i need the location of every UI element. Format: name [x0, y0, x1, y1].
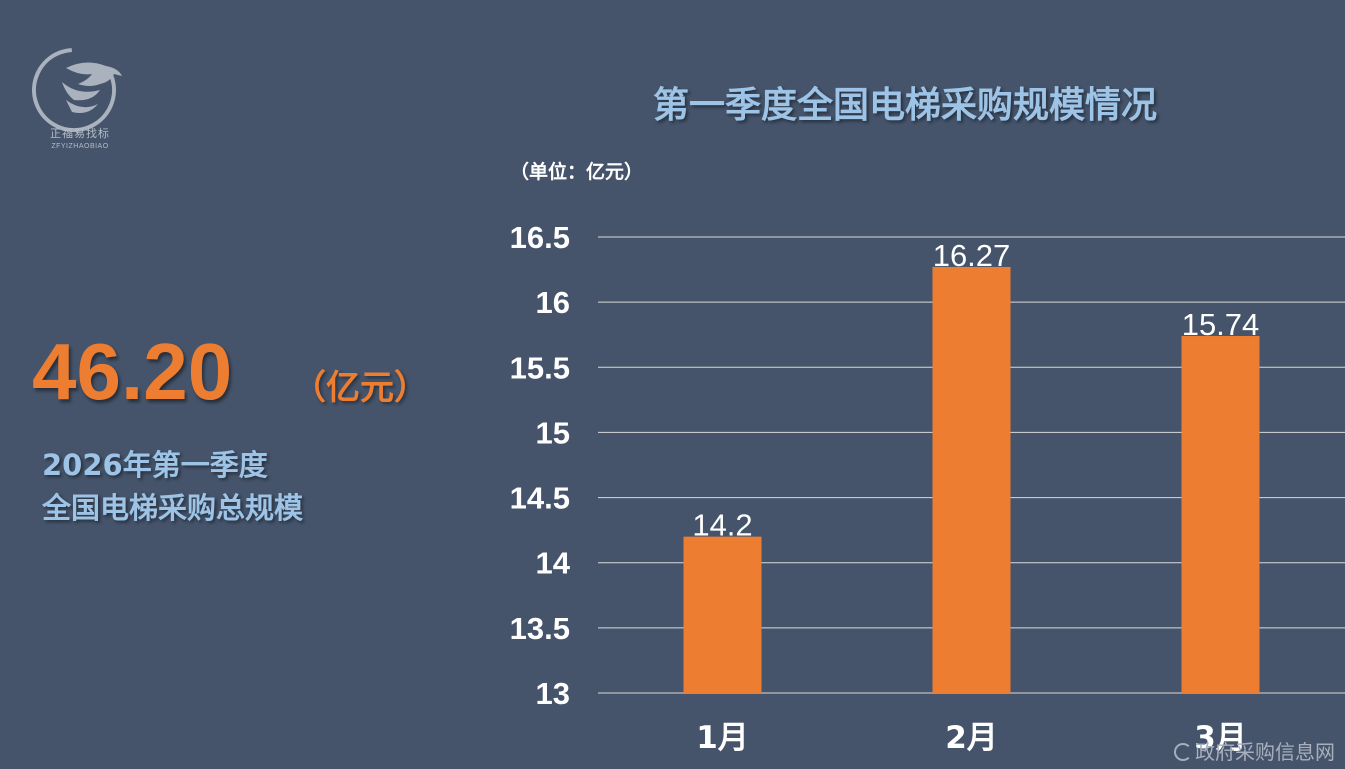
- bar-2: [932, 266, 1011, 693]
- unit-label: （单位：亿元）: [510, 161, 644, 183]
- data-label-2: 16.27: [933, 238, 1011, 273]
- y-tick-label: 15: [536, 415, 570, 450]
- data-label-1: 14.2: [692, 508, 752, 543]
- y-tick-label: 16.5: [510, 220, 570, 255]
- summary-caption-line1: 2026年第一季度: [42, 448, 268, 482]
- watermark-logo-icon: [1174, 743, 1192, 761]
- logo-name-cn: 正福易找标: [50, 127, 110, 140]
- y-tick-label: 13: [536, 676, 570, 711]
- y-tick-label: 15.5: [510, 350, 570, 385]
- y-tick-label: 13.5: [510, 611, 570, 646]
- eagle-logo-icon: [32, 48, 122, 132]
- data-label-3: 15.74: [1182, 307, 1260, 342]
- total-unit: （亿元）: [292, 368, 428, 408]
- watermark: 政府采购信息网: [1174, 742, 1335, 762]
- x-tick-label-3: 3月: [1194, 720, 1247, 756]
- chart-title: 第一季度全国电梯采购规模情况: [652, 85, 1157, 126]
- logo-name-en: ZFYIZHAOBIAO: [51, 143, 109, 150]
- watermark-text: 政府采购信息网: [1195, 740, 1335, 764]
- bar-1: [683, 536, 762, 693]
- total-value: 46.20: [32, 327, 233, 416]
- summary-caption-line2: 全国电梯采购总规模: [42, 491, 304, 525]
- bar-3: [1181, 336, 1260, 693]
- y-tick-label: 14.5: [510, 481, 570, 516]
- x-tick-label-2: 2月: [945, 720, 998, 756]
- y-tick-label: 16: [536, 285, 570, 320]
- x-tick-label-1: 1月: [696, 720, 749, 756]
- y-tick-label: 14: [536, 546, 571, 581]
